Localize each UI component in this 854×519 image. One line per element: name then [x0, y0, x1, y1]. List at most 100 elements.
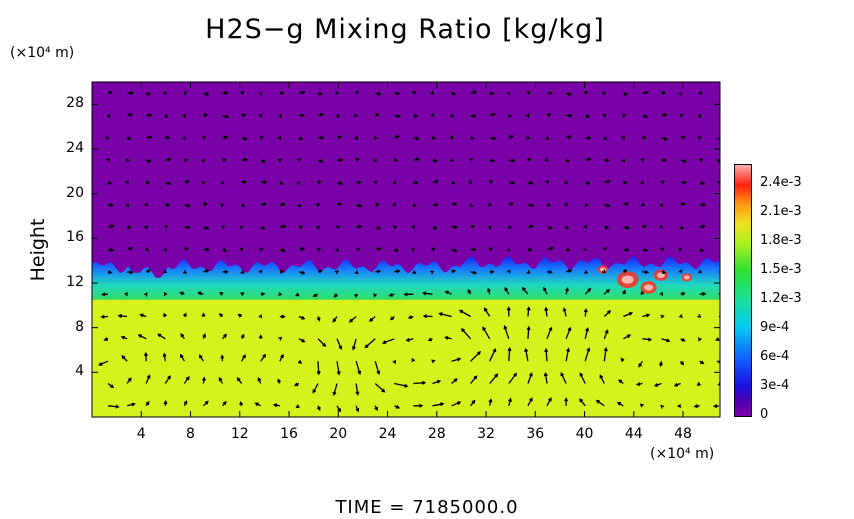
velocity-arrow [106, 113, 111, 118]
velocity-arrow [293, 382, 300, 387]
velocity-arrow [640, 202, 646, 207]
velocity-arrow [258, 269, 263, 274]
velocity-arrow [489, 347, 497, 362]
velocity-arrow [603, 329, 609, 340]
velocity-arrow [451, 202, 458, 207]
colorbar-tick-label: 6e-4 [760, 349, 790, 365]
velocity-arrow [98, 360, 109, 366]
velocity-arrow [203, 247, 211, 252]
velocity-arrow [432, 225, 438, 230]
velocity-arrow [524, 347, 529, 362]
velocity-arrow [451, 269, 456, 274]
velocity-arrow [394, 404, 401, 409]
velocity-arrow [564, 225, 569, 229]
velocity-arrow [202, 400, 209, 407]
velocity-arrow [107, 404, 120, 409]
velocity-arrow [392, 202, 396, 207]
velocity-arrow [240, 91, 245, 96]
velocity-arrow [375, 269, 382, 274]
velocity-arrow [680, 291, 686, 296]
velocity-arrow [584, 347, 591, 362]
velocity-arrow [315, 225, 320, 230]
velocity-arrow [635, 382, 643, 387]
lower-layer-core [92, 299, 720, 417]
velocity-arrow [241, 157, 249, 162]
velocity-arrow [595, 399, 605, 407]
velocity-arrow [565, 91, 573, 96]
velocity-arrow [297, 203, 302, 208]
velocity-arrow [297, 360, 303, 365]
velocity-arrow [203, 269, 210, 274]
velocity-arrow [489, 112, 497, 117]
velocity-arrow [297, 158, 302, 163]
y-axis-unit: (×10⁴ m) [10, 45, 75, 61]
velocity-arrow [107, 203, 114, 207]
velocity-arrow [355, 158, 360, 162]
velocity-arrow [368, 316, 376, 322]
velocity-arrow [336, 202, 343, 207]
velocity-arrow [146, 113, 153, 118]
velocity-arrow [394, 158, 399, 163]
velocity-arrow [508, 135, 514, 140]
velocity-arrow [374, 405, 378, 411]
velocity-arrow [565, 158, 571, 163]
velocity-arrow [602, 113, 606, 118]
velocity-arrow [678, 91, 683, 96]
velocity-arrow [715, 337, 720, 341]
velocity-arrow [316, 361, 321, 376]
velocity-arrow [527, 397, 533, 407]
velocity-arrow [526, 270, 531, 274]
velocity-arrow [298, 224, 304, 229]
velocity-arrow [584, 327, 590, 339]
velocity-arrow [222, 400, 227, 407]
velocity-arrow [394, 135, 401, 140]
velocity-arrow [279, 224, 287, 229]
velocity-arrow [180, 333, 185, 340]
velocity-arrow [661, 90, 667, 95]
velocity-arrow [221, 225, 226, 229]
velocity-arrow [373, 180, 378, 185]
velocity-arrow [296, 180, 301, 185]
velocity-arrow [508, 372, 518, 384]
x-tick-label: 12 [230, 426, 249, 442]
velocity-arrow [565, 247, 571, 252]
velocity-arrow [163, 269, 168, 273]
velocity-arrow [623, 225, 631, 230]
velocity-arrow [317, 91, 323, 96]
velocity-arrow [680, 159, 688, 163]
velocity-arrow [642, 224, 647, 229]
velocity-arrow [486, 287, 491, 295]
velocity-arrow [317, 158, 324, 163]
velocity-arrow [222, 269, 229, 274]
velocity-arrow [348, 316, 357, 323]
velocity-arrow [564, 397, 569, 406]
velocity-arrow [678, 247, 683, 251]
velocity-arrow [260, 158, 267, 163]
velocity-arrow [430, 270, 435, 275]
velocity-arrow [137, 334, 147, 340]
velocity-arrow [488, 247, 493, 252]
velocity-arrow [336, 338, 343, 350]
velocity-arrow [676, 403, 682, 408]
velocity-arrow [438, 312, 452, 318]
velocity-arrow [240, 292, 245, 297]
velocity-arrow [503, 324, 510, 340]
velocity-arrow [164, 225, 169, 229]
velocity-arrow [470, 224, 476, 229]
velocity-arrow [470, 375, 478, 384]
velocity-arrow [336, 158, 344, 163]
velocity-arrow [375, 202, 380, 207]
velocity-arrow [427, 337, 433, 342]
velocity-arrow [527, 203, 535, 208]
velocity-arrow [697, 313, 702, 318]
velocity-arrow [240, 333, 245, 340]
velocity-arrow [107, 270, 113, 275]
velocity-arrow [336, 361, 341, 376]
velocity-arrow [143, 292, 148, 297]
velocity-arrow [222, 135, 229, 140]
velocity-arrow [381, 338, 395, 345]
velocity-arrow [506, 247, 511, 252]
velocity-arrow [506, 91, 511, 96]
velocity-arrow [100, 314, 109, 319]
velocity-arrow [579, 372, 586, 384]
